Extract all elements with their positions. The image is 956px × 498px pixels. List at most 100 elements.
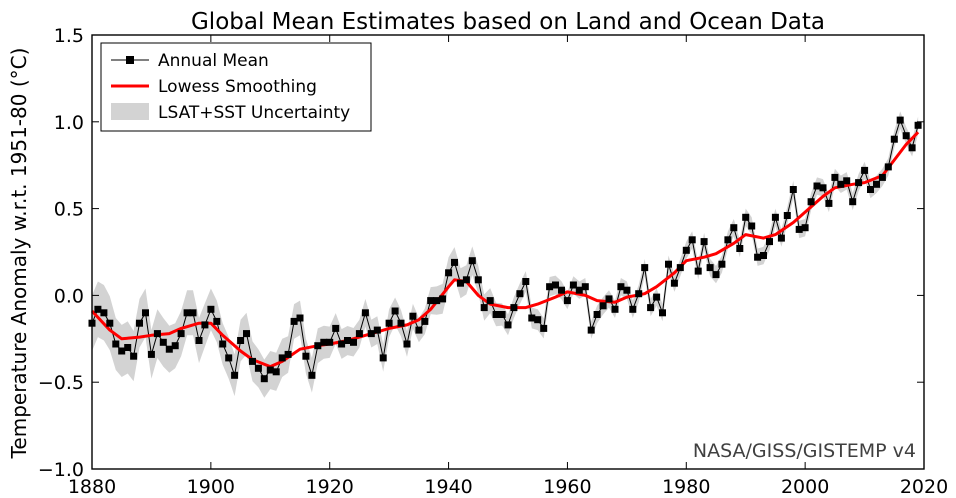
annual-mean-point bbox=[278, 354, 286, 362]
annual-mean-point bbox=[320, 338, 328, 346]
annual-mean-point bbox=[748, 222, 756, 230]
annual-mean-point bbox=[914, 121, 922, 129]
annual-mean-point bbox=[789, 186, 797, 193]
annual-mean-point bbox=[760, 252, 767, 259]
y-tick-label: 0.5 bbox=[54, 199, 84, 221]
annual-mean-point bbox=[884, 163, 892, 171]
annual-mean-point bbox=[724, 236, 732, 244]
annual-mean-point bbox=[177, 330, 185, 338]
annual-mean-point bbox=[896, 116, 904, 124]
annual-mean-point bbox=[522, 278, 530, 285]
annual-mean-point bbox=[492, 311, 500, 318]
annual-mean-point bbox=[94, 305, 102, 313]
annual-mean-point bbox=[165, 345, 173, 353]
annual-mean-point bbox=[106, 319, 114, 327]
annual-mean-point bbox=[302, 352, 310, 360]
annual-mean-point bbox=[647, 304, 655, 312]
annual-mean-point bbox=[237, 337, 245, 344]
annual-mean-point bbox=[379, 354, 387, 362]
annual-mean-point bbox=[130, 352, 138, 360]
legend-annual-mean-label: Annual Mean bbox=[158, 51, 269, 71]
x-tick-label: 1900 bbox=[187, 476, 235, 498]
annual-mean-point bbox=[777, 234, 785, 242]
annual-mean-point bbox=[391, 307, 399, 315]
source-label: NASA/GISS/GISTEMP v4 bbox=[693, 440, 916, 462]
annual-mean-point bbox=[225, 354, 233, 362]
annual-mean-point bbox=[474, 276, 482, 284]
annual-mean-point bbox=[700, 238, 708, 246]
annual-mean-point bbox=[409, 312, 417, 320]
annual-mean-point bbox=[480, 304, 488, 312]
annual-mean-point bbox=[534, 316, 542, 324]
annual-mean-point bbox=[195, 337, 203, 344]
annual-mean-point bbox=[665, 260, 672, 268]
annual-mean-point bbox=[825, 199, 833, 207]
x-tick-label: 1920 bbox=[306, 476, 354, 498]
annual-mean-point bbox=[528, 314, 536, 322]
annual-mean-point bbox=[587, 326, 595, 334]
annual-mean-point bbox=[504, 321, 512, 329]
annual-mean-point bbox=[742, 213, 750, 221]
annual-mean-point bbox=[736, 245, 744, 252]
annual-mean-point bbox=[873, 180, 880, 188]
annual-mean-point bbox=[207, 305, 215, 313]
annual-mean-point bbox=[344, 337, 351, 344]
annual-mean-point bbox=[355, 330, 363, 338]
annual-mean-point bbox=[462, 276, 470, 284]
annual-mean-point bbox=[837, 180, 845, 188]
annual-mean-point bbox=[118, 347, 126, 355]
annual-mean-point bbox=[296, 314, 304, 322]
annual-mean-point bbox=[801, 224, 809, 232]
legend-annual-mean-marker bbox=[126, 56, 134, 64]
annual-mean-point bbox=[575, 286, 583, 294]
y-tick-label: −1.0 bbox=[38, 459, 84, 481]
annual-mean-point bbox=[403, 340, 411, 348]
annual-mean-point bbox=[183, 309, 191, 317]
annual-mean-point bbox=[718, 260, 726, 268]
annual-mean-point bbox=[861, 166, 869, 174]
y-tick-label: 1.5 bbox=[54, 25, 84, 47]
annual-mean-point bbox=[641, 264, 649, 272]
annual-mean-point bbox=[445, 269, 453, 277]
annual-mean-point bbox=[266, 366, 274, 374]
annual-mean-point bbox=[694, 267, 702, 275]
annual-mean-point bbox=[510, 304, 518, 312]
annual-mean-point bbox=[890, 135, 898, 143]
annual-mean-point bbox=[284, 350, 292, 358]
annual-mean-point bbox=[397, 319, 405, 327]
annual-mean-point bbox=[451, 258, 458, 266]
annual-mean-point bbox=[326, 338, 334, 346]
annual-mean-point bbox=[558, 286, 565, 294]
legend: Annual Mean Lowess Smoothing LSAT+SST Un… bbox=[100, 42, 372, 132]
annual-mean-point bbox=[623, 286, 631, 294]
annual-mean-point bbox=[813, 182, 821, 190]
annual-mean-point bbox=[908, 144, 916, 152]
annual-mean-point bbox=[314, 342, 322, 350]
annual-mean-point bbox=[100, 309, 108, 317]
annual-mean-point bbox=[367, 330, 375, 338]
annual-mean-point bbox=[457, 279, 464, 287]
annual-mean-point bbox=[332, 324, 340, 332]
plot-frame bbox=[91, 34, 925, 470]
annual-mean-point bbox=[361, 309, 369, 317]
x-tick-label: 1980 bbox=[662, 476, 710, 498]
annual-mean-point bbox=[682, 246, 690, 254]
x-tick-label: 1940 bbox=[424, 476, 472, 498]
annual-mean-point bbox=[843, 177, 851, 185]
annual-mean-point bbox=[867, 186, 874, 193]
annual-mean-point bbox=[124, 344, 132, 351]
x-tick-label: 2020 bbox=[900, 476, 948, 498]
chart-title: Global Mean Estimates based on Land and … bbox=[191, 9, 825, 35]
annual-mean-point bbox=[136, 319, 143, 327]
legend-uncertainty-label: LSAT+SST Uncertainty bbox=[158, 103, 350, 123]
annual-mean-point bbox=[213, 317, 221, 325]
annual-mean-point bbox=[171, 342, 179, 350]
plot-area bbox=[88, 111, 922, 398]
annual-mean-point bbox=[231, 371, 239, 379]
annual-mean-point bbox=[617, 283, 625, 291]
annual-mean-point bbox=[219, 340, 227, 348]
annual-mean-point bbox=[653, 293, 661, 301]
annual-mean-point bbox=[540, 324, 548, 332]
annual-mean-point bbox=[338, 340, 346, 348]
annual-mean-point bbox=[605, 295, 613, 303]
